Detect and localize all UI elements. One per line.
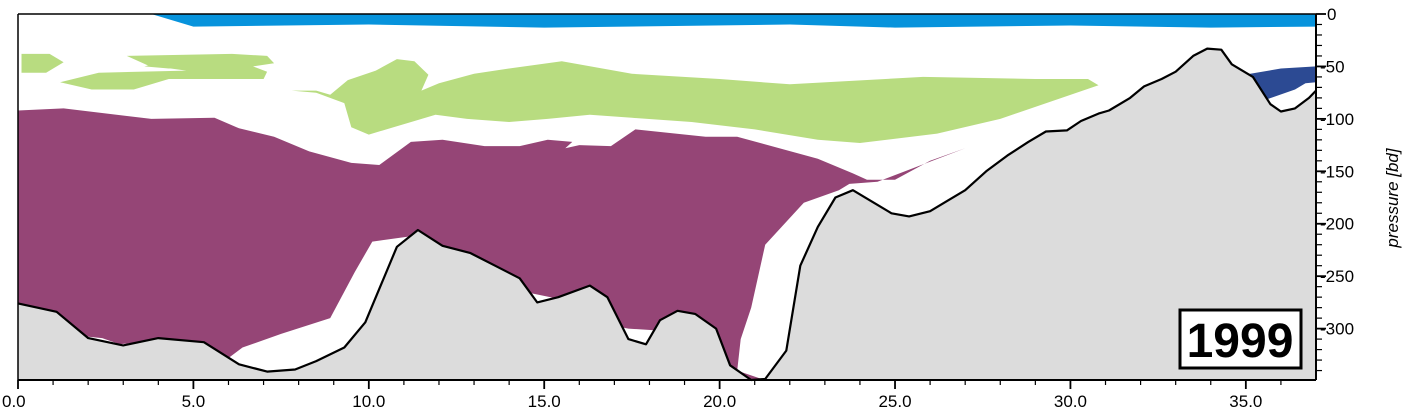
year-annotation-box bbox=[1178, 308, 1303, 370]
green-layer-polygon-4 bbox=[291, 59, 1099, 143]
chart-layers bbox=[18, 14, 1316, 381]
purple-layer-polygon-1 bbox=[18, 108, 966, 381]
y-axis: 0 -50 -100 -150 -200 -250 -300 bbox=[1316, 5, 1354, 372]
plot-frame bbox=[17, 13, 1317, 381]
year-annotation-text: 1999 bbox=[1187, 315, 1294, 368]
y-axis-title: pressure [bd] bbox=[1383, 147, 1402, 248]
y-tick-label: -200 bbox=[1320, 215, 1354, 234]
x-tick-label: 30.0 bbox=[1054, 392, 1087, 411]
y-tick-label: -50 bbox=[1320, 57, 1345, 76]
x-tick-label: 0.0 bbox=[2, 392, 26, 411]
green-layer-polygon-2 bbox=[60, 53, 275, 90]
bottom-area bbox=[18, 48, 1316, 380]
y-tick-label: -300 bbox=[1320, 320, 1354, 339]
x-tick-label: 20.0 bbox=[703, 392, 736, 411]
x-tick-label: 5.0 bbox=[182, 392, 206, 411]
y-tick-label: -250 bbox=[1320, 267, 1354, 286]
x-tick-label: 25.0 bbox=[878, 392, 911, 411]
bottom-profile-line bbox=[17, 47, 1317, 382]
year-annotation: 1999 bbox=[1178, 308, 1303, 370]
y-tick-label: 0 bbox=[1327, 5, 1336, 24]
green-layer-polygon-3 bbox=[144, 62, 204, 69]
x-tick-label: 15.0 bbox=[528, 392, 561, 411]
y-tick-label: -150 bbox=[1320, 162, 1354, 181]
x-tick-label: 10.0 bbox=[352, 392, 385, 411]
x-axis: 0.0 5.0 10.0 15.0 20.0 25.0 30.0 35.0 bbox=[2, 380, 1282, 411]
top-layer-polygon-1 bbox=[151, 14, 1316, 28]
x-tick-label: 35.0 bbox=[1229, 392, 1262, 411]
green-layer-polygon-1 bbox=[21, 53, 64, 73]
y-tick-label: -100 bbox=[1320, 110, 1354, 129]
bottom-profile-group bbox=[17, 47, 1317, 382]
